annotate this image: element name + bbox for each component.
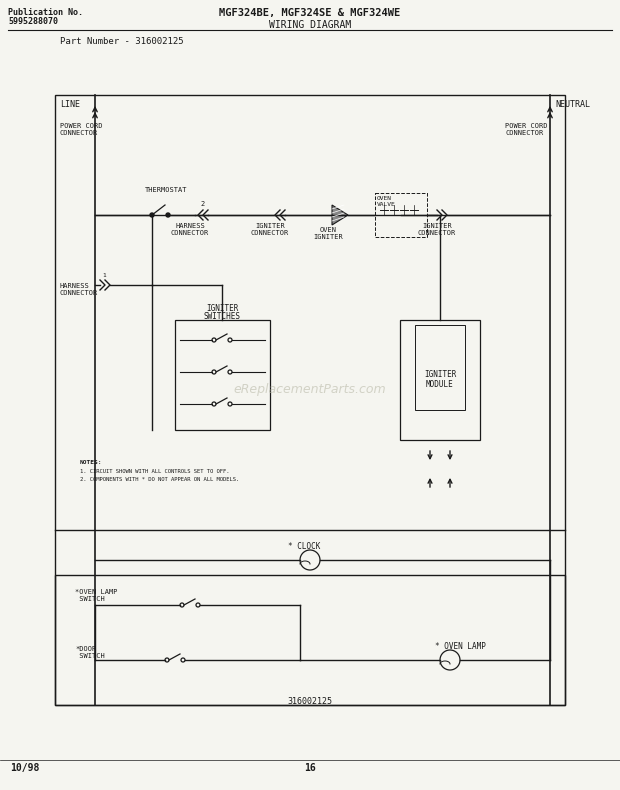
Text: IGNITER
CONNECTOR: IGNITER CONNECTOR: [251, 223, 289, 236]
Text: HARNESS
CONNECTOR: HARNESS CONNECTOR: [171, 223, 209, 236]
Text: IGNITER
MODULE: IGNITER MODULE: [424, 370, 456, 389]
Text: NOTES:: NOTES:: [80, 460, 102, 465]
Circle shape: [150, 213, 154, 217]
Text: OVEN
VALVE: OVEN VALVE: [377, 196, 396, 207]
Bar: [400, 320, 480, 440]
Text: *OVEN LAMP
 SWITCH: *OVEN LAMP SWITCH: [75, 589, 118, 602]
Text: 16: 16: [304, 763, 316, 773]
Text: POWER CORD
CONNECTOR: POWER CORD CONNECTOR: [505, 123, 547, 136]
Text: IGNITER: IGNITER: [206, 304, 238, 313]
Text: SWITCHES: SWITCHES: [203, 312, 241, 321]
Text: Part Number - 316002125: Part Number - 316002125: [60, 37, 184, 46]
Text: * CLOCK: * CLOCK: [288, 542, 321, 551]
Text: MGF324BE, MGF324SE & MGF324WE: MGF324BE, MGF324SE & MGF324WE: [219, 8, 401, 18]
Text: 2: 2: [200, 201, 204, 207]
Text: 2. COMPONENTS WITH * DO NOT APPEAR ON ALL MODELS.: 2. COMPONENTS WITH * DO NOT APPEAR ON AL…: [80, 477, 239, 482]
Text: 5995288070: 5995288070: [8, 17, 58, 26]
Text: *DOOR
 SWITCH: *DOOR SWITCH: [75, 646, 105, 659]
Text: OVEN
IGNITER: OVEN IGNITER: [313, 227, 343, 240]
Polygon shape: [332, 205, 348, 225]
Bar: [375, 193, 427, 237]
Bar: [175, 320, 270, 430]
Text: WIRING DIAGRAM: WIRING DIAGRAM: [269, 20, 351, 30]
Bar: [55, 575, 565, 705]
Text: HARNESS
CONNECTOR: HARNESS CONNECTOR: [60, 283, 98, 296]
Text: THERMOSTAT: THERMOSTAT: [145, 187, 187, 193]
Bar: [415, 325, 465, 410]
Text: 1: 1: [102, 273, 106, 278]
Text: 1. CIRCUIT SHOWN WITH ALL CONTROLS SET TO OFF.: 1. CIRCUIT SHOWN WITH ALL CONTROLS SET T…: [80, 469, 229, 474]
Circle shape: [166, 213, 170, 217]
Text: 316002125: 316002125: [288, 697, 332, 706]
Text: 10/98: 10/98: [10, 763, 40, 773]
Text: NEUTRAL: NEUTRAL: [555, 100, 590, 109]
Text: eReplacementParts.com: eReplacementParts.com: [234, 383, 386, 397]
Text: POWER CORD
CONNECTOR: POWER CORD CONNECTOR: [60, 123, 102, 136]
Bar: [55, 95, 565, 705]
Text: * OVEN LAMP: * OVEN LAMP: [435, 642, 486, 651]
Text: IGNITER
CONNECTOR: IGNITER CONNECTOR: [418, 223, 456, 236]
Text: LINE: LINE: [60, 100, 80, 109]
Text: Publication No.: Publication No.: [8, 8, 83, 17]
